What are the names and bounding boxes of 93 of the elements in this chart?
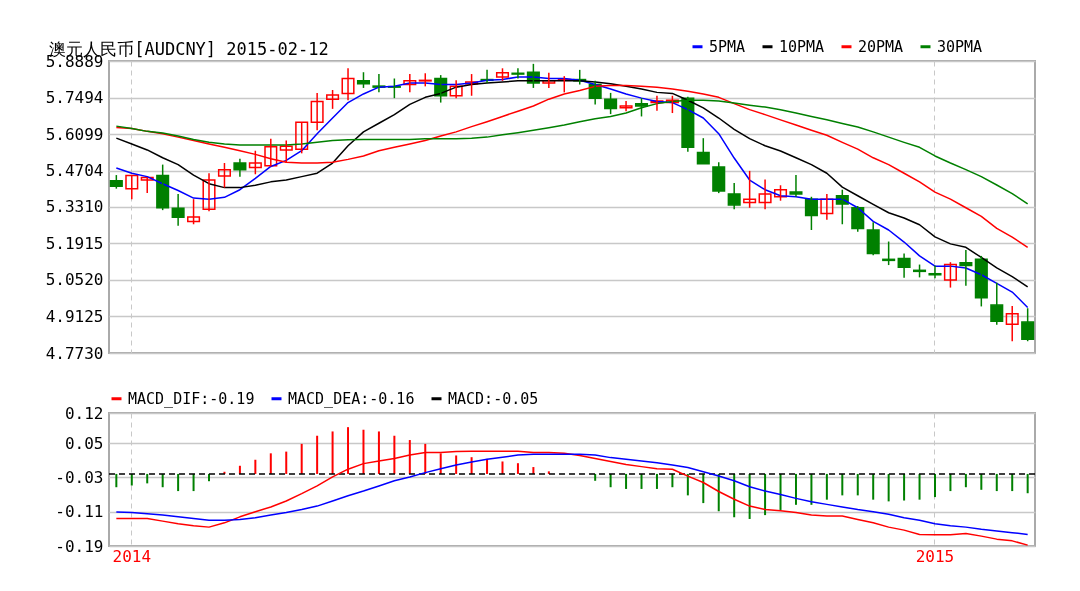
- y-tick-label: 5.1915: [45, 233, 104, 253]
- candlestick: [619, 100, 633, 112]
- bar: [177, 473, 180, 492]
- bar: [764, 473, 767, 516]
- candlestick: [696, 137, 710, 165]
- legend-label: MACD_DIF:-0.19: [128, 389, 255, 408]
- bar: [779, 473, 782, 510]
- candlestick: [650, 95, 664, 112]
- candlestick: [743, 170, 757, 209]
- y-tick-label: 5.6099: [45, 124, 104, 144]
- bar: [655, 473, 658, 489]
- bar: [146, 473, 149, 484]
- x-tick-label: 2015: [915, 546, 955, 566]
- bar: [949, 473, 952, 492]
- y-tick-label: 5.0520: [45, 270, 104, 290]
- bar: [285, 451, 288, 474]
- candlestick: [1021, 307, 1035, 342]
- y-tick-label: 0.12: [64, 403, 104, 423]
- candlestick: [187, 198, 201, 226]
- candlestick: [465, 73, 479, 97]
- bar: [130, 473, 133, 486]
- bar: [501, 461, 504, 474]
- candlestick: [789, 174, 803, 198]
- candlestick: [341, 67, 355, 101]
- candlestick: [140, 176, 154, 194]
- candlestick: [820, 193, 834, 221]
- legend-label: 30PMA: [937, 37, 983, 56]
- legend-label: 20PMA: [858, 37, 904, 56]
- bar: [300, 443, 303, 474]
- candlestick: [295, 121, 309, 155]
- legend-label: 10PMA: [779, 37, 825, 56]
- y-tick-label: 5.7494: [45, 88, 104, 107]
- bar: [331, 431, 334, 474]
- bar: [192, 473, 195, 492]
- candlestick: [712, 161, 726, 194]
- bar: [995, 473, 998, 492]
- candlestick: [217, 162, 231, 189]
- y-tick-label: -0.03: [55, 467, 104, 487]
- bar: [918, 473, 921, 500]
- candlestick: [310, 92, 324, 132]
- candlestick: [604, 92, 618, 115]
- bar: [856, 473, 859, 496]
- bar: [486, 458, 489, 474]
- bar: [594, 473, 597, 481]
- bar: [115, 473, 118, 488]
- bar: [748, 473, 751, 519]
- candlestick: [264, 137, 278, 168]
- candlestick: [125, 174, 139, 200]
- candlestick: [248, 149, 262, 176]
- bar: [686, 473, 689, 496]
- candlestick: [928, 264, 942, 279]
- bar: [825, 473, 828, 500]
- candlestick: [233, 158, 247, 178]
- text: MACD:-0.05: [448, 389, 539, 408]
- bar: [810, 473, 813, 505]
- candlestick: [1005, 305, 1019, 342]
- bar: [640, 473, 643, 489]
- y-tick-label: 5.3310: [45, 197, 104, 217]
- y-tick-label: 0.05: [64, 433, 104, 453]
- x-tick-label: 2014: [112, 546, 152, 566]
- bar: [933, 473, 936, 498]
- bar: [841, 473, 844, 496]
- bar: [964, 473, 967, 488]
- bar: [516, 463, 519, 474]
- candlestick: [542, 72, 556, 89]
- candlestick: [943, 261, 957, 289]
- bar: [316, 435, 319, 474]
- candlestick: [449, 79, 463, 99]
- y-tick-label: 5.4704: [45, 161, 104, 181]
- bar: [702, 473, 705, 504]
- bar: [269, 453, 272, 474]
- legend-label: 5PMA: [709, 37, 746, 56]
- y-tick-label: -0.11: [55, 502, 104, 522]
- bar: [903, 473, 906, 501]
- line-series: [115, 99, 1029, 205]
- bar: [254, 459, 257, 474]
- bar: [1011, 473, 1014, 492]
- bar: [733, 473, 736, 518]
- candlestick: [202, 172, 216, 212]
- bar: [980, 473, 983, 490]
- bar: [1026, 473, 1029, 494]
- bar: [887, 473, 890, 502]
- y-tick-label: -0.19: [55, 536, 104, 556]
- candlestick: [403, 73, 417, 94]
- y-tick-label: 4.7730: [45, 343, 104, 363]
- candlestick: [279, 139, 293, 164]
- bar: [625, 473, 628, 489]
- y-tick-label: 4.9125: [45, 307, 104, 326]
- candlestick: [326, 89, 340, 110]
- legend-label: MACD_DEA:-0.16: [288, 389, 415, 408]
- bar: [794, 473, 797, 505]
- candlestick: [758, 178, 772, 211]
- bar: [872, 473, 875, 500]
